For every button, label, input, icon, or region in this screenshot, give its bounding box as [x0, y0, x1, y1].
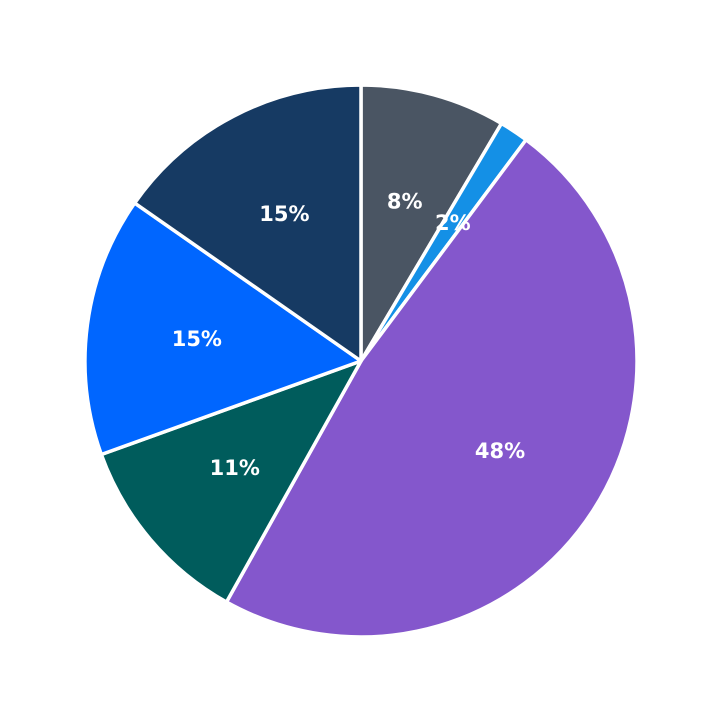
pie-slice	[224, 138, 639, 639]
slice-label: 8%	[387, 189, 423, 213]
slice-label: 2%	[435, 211, 471, 235]
pie-slice	[132, 83, 363, 363]
pie-slice	[359, 83, 504, 363]
slice-label: 11%	[210, 456, 260, 480]
pie-slice	[83, 201, 363, 457]
slice-label: 48%	[475, 439, 525, 463]
pie-slice	[99, 359, 363, 604]
slice-label: 15%	[259, 202, 309, 226]
slice-label: 15%	[172, 327, 222, 351]
